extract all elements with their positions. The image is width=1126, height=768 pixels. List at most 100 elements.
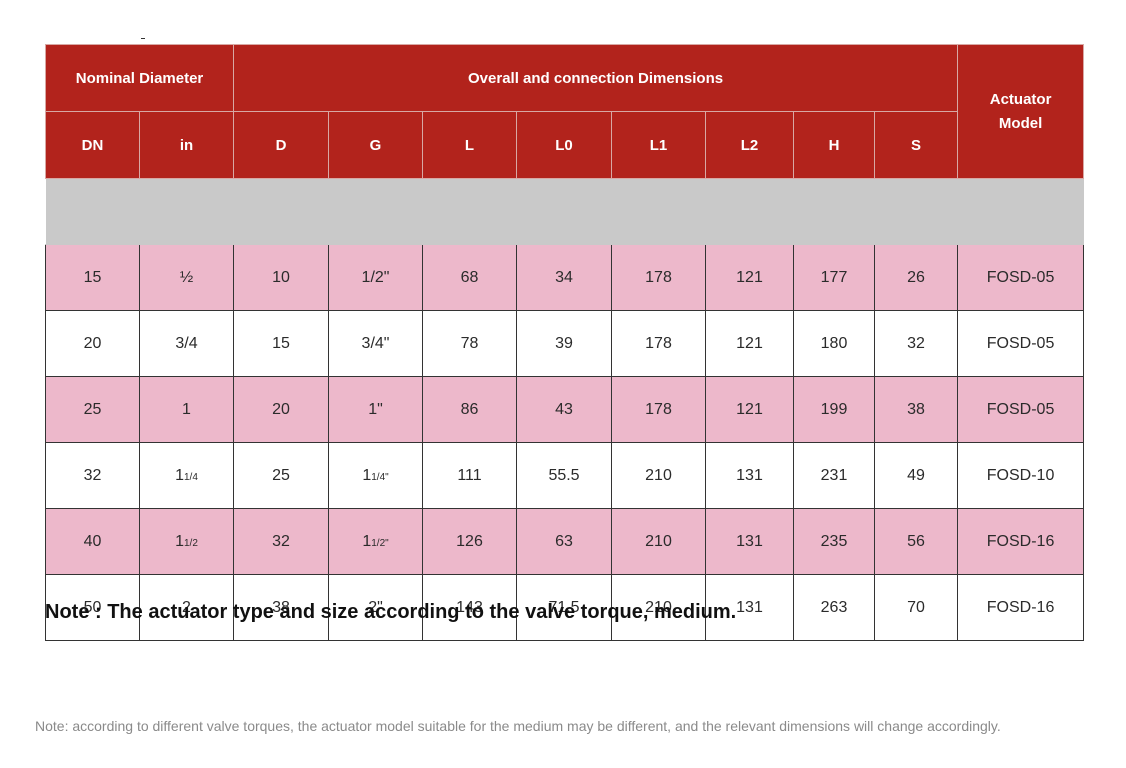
cell-in-main: 3/4 xyxy=(175,334,198,352)
table-row: 32 11/4 25 11/4" 111 55.5 210 131 231 49… xyxy=(45,442,1085,509)
cell-l0: 39 xyxy=(516,310,613,377)
cell-l0: 43 xyxy=(516,376,613,443)
cell-h: 177 xyxy=(793,244,876,311)
cell-s: 70 xyxy=(874,574,959,641)
nominal-diameter-header: Nominal Diameter xyxy=(44,44,235,112)
cell-g: 11/2" xyxy=(328,508,424,575)
cell-d: 20 xyxy=(233,376,330,443)
cell-l2: 121 xyxy=(705,244,795,311)
note-footnote: Note: according to different valve torqu… xyxy=(35,718,1001,734)
cell-g-main: 1/2" xyxy=(361,268,390,286)
cell-l1: 178 xyxy=(611,244,707,311)
cell-l0: 55.5 xyxy=(516,442,613,509)
column-header-in: in xyxy=(138,111,235,179)
cell-h: 199 xyxy=(793,376,876,443)
cell-in: 2 xyxy=(138,574,235,641)
cell-h: 235 xyxy=(793,508,876,575)
cell-in: 3/4 xyxy=(138,310,235,377)
actuator-model-header-line1: Actuator xyxy=(989,90,1052,108)
actuator-model-header-line2: Model xyxy=(998,114,1043,132)
cell-in-fraction: 1/4 xyxy=(184,471,198,483)
cell-in: 11/4 xyxy=(138,442,235,509)
cell-l: 126 xyxy=(422,508,518,575)
column-header-s: S xyxy=(874,111,959,179)
cell-in-main: 2 xyxy=(182,598,191,616)
cell-d: 10 xyxy=(233,244,330,311)
cell-g: 11/4" xyxy=(328,442,424,509)
cell-s: 32 xyxy=(874,310,959,377)
column-header-l0: L0 xyxy=(516,111,613,179)
separator-cell xyxy=(45,178,1084,245)
cell-l0: 71.5 xyxy=(516,574,613,641)
cell-l1: 178 xyxy=(611,310,707,377)
cell-s: 38 xyxy=(874,376,959,443)
cell-d: 25 xyxy=(233,442,330,509)
cell-s: 56 xyxy=(874,508,959,575)
cell-g-fraction: 1/4" xyxy=(371,471,389,483)
cell-l: 78 xyxy=(422,310,518,377)
cell-g-main: 1 xyxy=(362,532,372,550)
cell-in: 1 xyxy=(138,376,235,443)
cell-h: 263 xyxy=(793,574,876,641)
cell-in-main: 1 xyxy=(175,466,184,484)
cell-g-fraction: 1/2" xyxy=(371,537,389,549)
cell-l: 86 xyxy=(422,376,518,443)
cell-g-main: 1" xyxy=(368,400,383,418)
cell-actuator-model: FOSD-05 xyxy=(957,244,1085,311)
cell-actuator-model: FOSD-05 xyxy=(957,310,1085,377)
cell-l1: 210 xyxy=(611,574,707,641)
cell-actuator-model: FOSD-10 xyxy=(957,442,1085,509)
cell-l1: 210 xyxy=(611,508,707,575)
cell-dn: 40 xyxy=(45,508,140,575)
cell-l2: 131 xyxy=(705,508,795,575)
cell-l2: 121 xyxy=(705,310,795,377)
cell-s: 26 xyxy=(874,244,959,311)
note-main: Note : The actuator type and size accord… xyxy=(45,601,737,623)
column-header-g: G xyxy=(328,111,424,179)
cell-h: 231 xyxy=(793,442,876,509)
cell-l1: 178 xyxy=(611,376,707,443)
cell-in-main: 1 xyxy=(175,532,184,550)
cell-dn: 25 xyxy=(45,376,140,443)
cell-dn: 32 xyxy=(45,442,140,509)
cell-l: 143 xyxy=(422,574,518,641)
cell-l1: 210 xyxy=(611,442,707,509)
column-header-l: L xyxy=(422,111,518,179)
table-row: 40 11/2 32 11/2" 126 63 210 131 235 56 F… xyxy=(45,508,1085,575)
cell-d: 15 xyxy=(233,310,330,377)
overall-dimensions-header: Overall and connection Dimensions xyxy=(233,44,959,112)
column-header-l2: L2 xyxy=(705,111,795,179)
cell-g: 3/4" xyxy=(328,310,424,377)
cell-g-main: 2" xyxy=(368,598,383,616)
cell-l0: 34 xyxy=(516,244,613,311)
cell-s: 49 xyxy=(874,442,959,509)
cell-l2: 121 xyxy=(705,376,795,443)
column-header-l1: L1 xyxy=(611,111,707,179)
header-separator xyxy=(45,178,1084,245)
column-header-dn: DN xyxy=(45,111,140,179)
table-row: 25 1 20 1" 86 43 178 121 199 38 FOSD-05 xyxy=(45,376,1085,443)
cell-d: 32 xyxy=(233,508,330,575)
cell-in-fraction: 1/2 xyxy=(184,537,198,549)
cell-actuator-model: FOSD-05 xyxy=(957,376,1085,443)
cell-dn: 20 xyxy=(45,310,140,377)
table-row: 15 ½ 10 1/2" 68 34 178 121 177 26 FOSD-0… xyxy=(45,244,1085,311)
cell-in: ½ xyxy=(138,244,235,311)
cell-g: 2" xyxy=(328,574,424,641)
actuator-model-header: Actuator Model xyxy=(957,44,1085,179)
cell-actuator-model: FOSD-16 xyxy=(957,574,1085,641)
column-header-d: D xyxy=(233,111,330,179)
cell-g-main: 3/4" xyxy=(361,334,390,352)
cell-in-main: 1 xyxy=(182,400,191,418)
cell-l: 68 xyxy=(422,244,518,311)
column-header-h: H xyxy=(793,111,876,179)
cell-d: 38 xyxy=(233,574,330,641)
dash-mark xyxy=(141,38,145,39)
table-row: 50 2 38 2" 143 71.5 210 131 263 70 FOSD-… xyxy=(45,574,1085,641)
cell-g: 1/2" xyxy=(328,244,424,311)
table-row: 20 3/4 15 3/4" 78 39 178 121 180 32 FOSD… xyxy=(45,310,1085,377)
cell-g-main: 1 xyxy=(362,466,372,484)
cell-l2: 131 xyxy=(705,442,795,509)
cell-actuator-model: FOSD-16 xyxy=(957,508,1085,575)
cell-h: 180 xyxy=(793,310,876,377)
